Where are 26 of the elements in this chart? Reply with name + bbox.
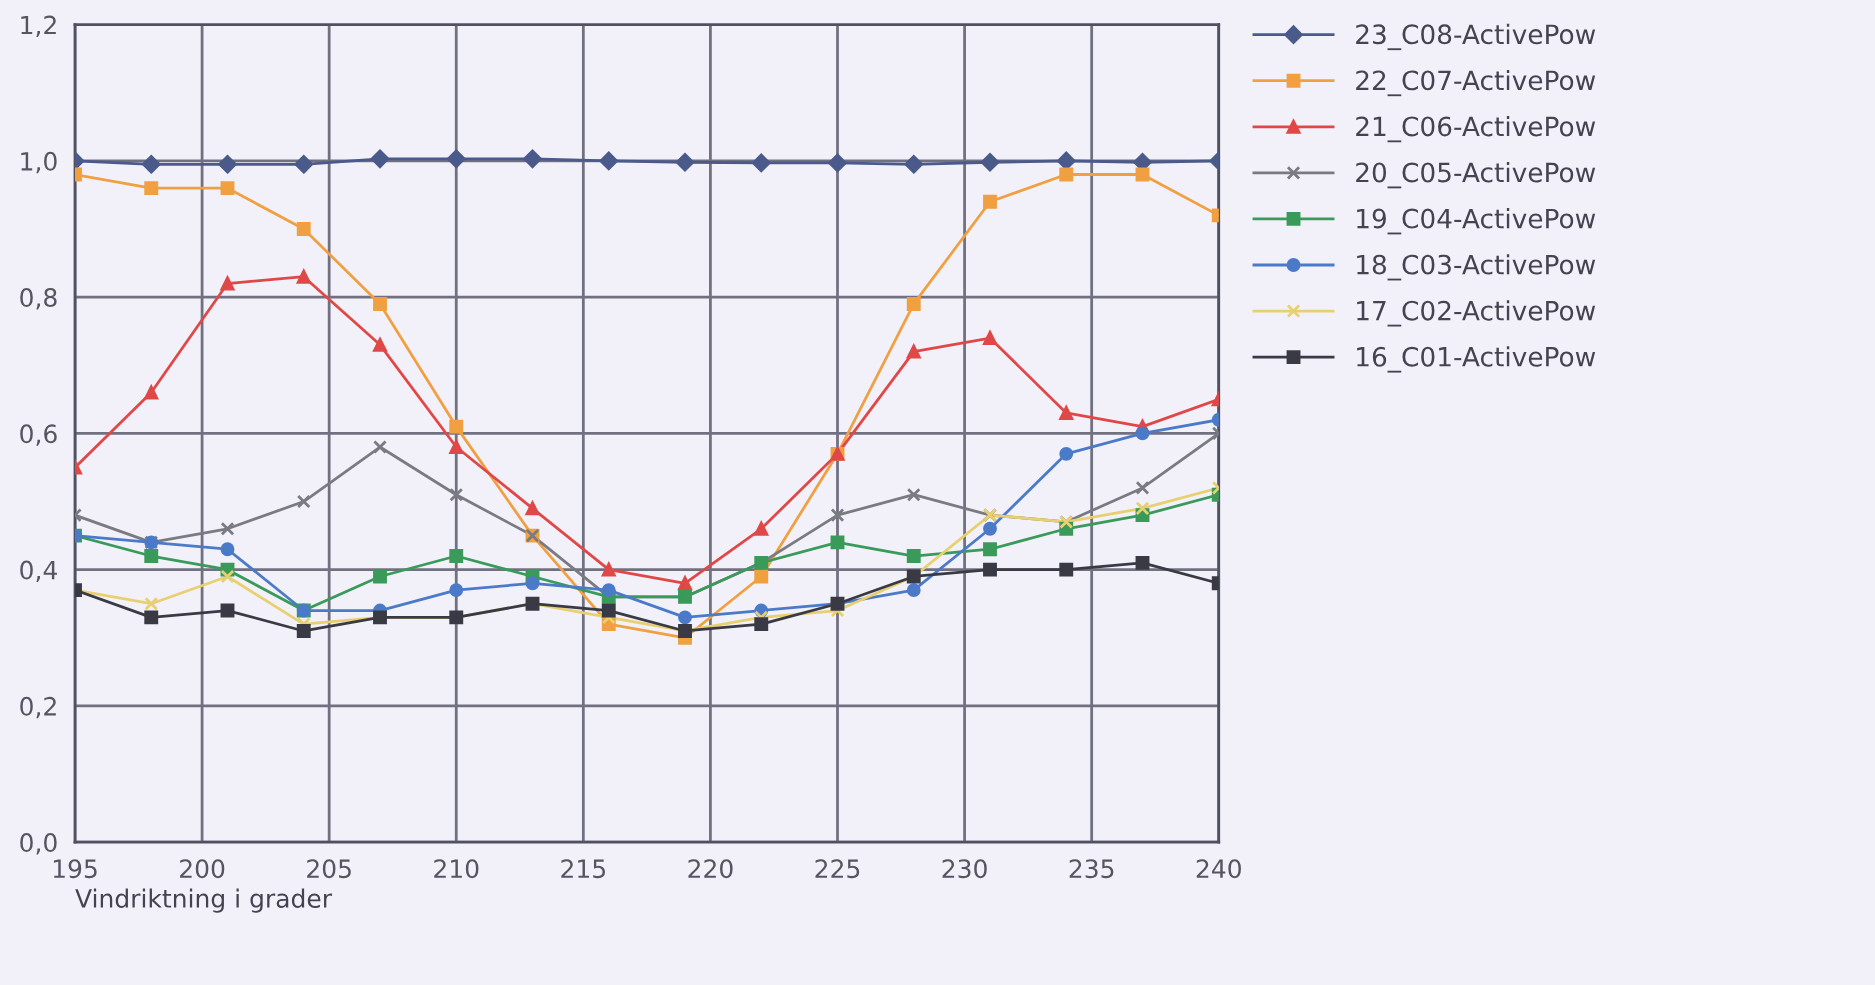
- x-tick-label: 235: [1069, 859, 1114, 879]
- legend-label: 16_C01-ActivePow: [1357, 346, 1596, 373]
- y-tick-label: 1,2: [21, 15, 56, 38]
- x-tick-label: 220: [688, 859, 733, 879]
- legend-label: 21_C06-ActivePow: [1356, 115, 1596, 143]
- legend-label: 22_C07-ActivePow: [1356, 69, 1596, 97]
- legend-label: 17_C02-ActivePow: [1357, 300, 1596, 327]
- x-tick-label: 230: [942, 859, 987, 879]
- y-tick-label: 0,4: [20, 560, 57, 583]
- legend-label: 19_C04-ActivePow: [1357, 208, 1596, 235]
- y-tick-label: 0,8: [20, 288, 57, 310]
- x-tick-label: 240: [1196, 859, 1241, 879]
- x-tick-label: 200: [180, 859, 225, 879]
- y-tick-label: 1,0: [21, 151, 57, 174]
- x-tick-label: 215: [561, 859, 606, 879]
- y-tick-label: 0,2: [20, 696, 56, 719]
- x-tick-label: 225: [815, 859, 860, 879]
- x-tick-label: 195: [53, 859, 97, 879]
- y-tick-label: 0,6: [20, 424, 57, 446]
- legend-label: 20_C05-ActivePow: [1356, 162, 1596, 189]
- y-tick-label: 0,0: [20, 833, 57, 855]
- x-tick-label: 205: [307, 859, 351, 879]
- x-axis-title: Vindriktning i grader: [75, 888, 333, 913]
- legend-label: 18_C03-ActivePow: [1357, 254, 1596, 281]
- x-tick-label: 210: [434, 859, 479, 879]
- legend-label: 23_C08-ActivePow: [1356, 23, 1596, 51]
